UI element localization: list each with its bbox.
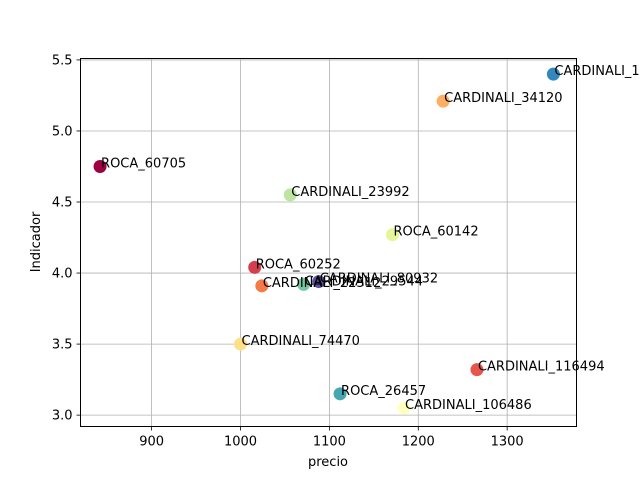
ticks-layer: 900 1000 1100 1200 1300 3.0 3.5 4.0 4.5 5.0 5.5 [52, 53, 524, 449]
data-point-label: CARDINALI_23992 [291, 185, 409, 200]
y-axis-label: Indicador [29, 211, 44, 272]
data-point-label: CARDINALI_116494 [478, 360, 605, 375]
y-tick-label: 3.5 [52, 338, 73, 353]
data-point [386, 228, 399, 242]
data-point [436, 94, 450, 108]
data-point-label: ROCA_60705 [101, 156, 186, 171]
data-point-label: CARDINALI_22512 [263, 276, 381, 291]
data-point-label: ROCA_60142 [394, 225, 479, 240]
data-point [283, 188, 297, 202]
data-point [546, 67, 560, 81]
data-point-label: CARDINALI_80932 [320, 272, 438, 287]
data-point-label: CARDINALI_34120 [444, 91, 562, 106]
data-point [234, 337, 247, 351]
x-tick-label: 1100 [313, 435, 346, 450]
y-tick-label: 5.0 [52, 124, 73, 139]
data-point [255, 279, 269, 293]
data-point-label: CARDINALI_1 [554, 64, 639, 79]
x-tick-label: 1300 [491, 435, 524, 450]
data-point [397, 401, 411, 415]
y-tick-label: 4.0 [52, 267, 73, 282]
data-point-label: CARDINALI_29544 [305, 274, 423, 289]
plot-frame [80, 58, 577, 427]
x-tick-label: 900 [139, 435, 164, 450]
x-tick-label: 1000 [224, 435, 257, 450]
data-point [470, 363, 484, 377]
x-tick-label: 1200 [402, 435, 435, 450]
labels-layer: ROCA_60705 ROCA_60252 CARDINALI_116494 CARD… [101, 64, 640, 413]
data-point [248, 260, 262, 274]
data-point [312, 275, 326, 289]
y-tick-label: 3.0 [52, 409, 73, 424]
points-layer [93, 67, 560, 415]
y-tick-label: 4.5 [52, 196, 73, 211]
data-point-label: ROCA_60252 [256, 257, 341, 272]
grid-layer [80, 58, 577, 427]
x-axis-label: precio [308, 455, 348, 470]
data-point-label: ROCA_26457 [341, 384, 426, 399]
data-point-label: CARDINALI_106486 [405, 398, 532, 413]
data-point [297, 277, 311, 291]
data-point-label: CARDINALI_74470 [242, 334, 360, 349]
data-point [93, 159, 107, 173]
y-tick-label: 5.5 [52, 53, 73, 68]
data-point [333, 387, 347, 401]
